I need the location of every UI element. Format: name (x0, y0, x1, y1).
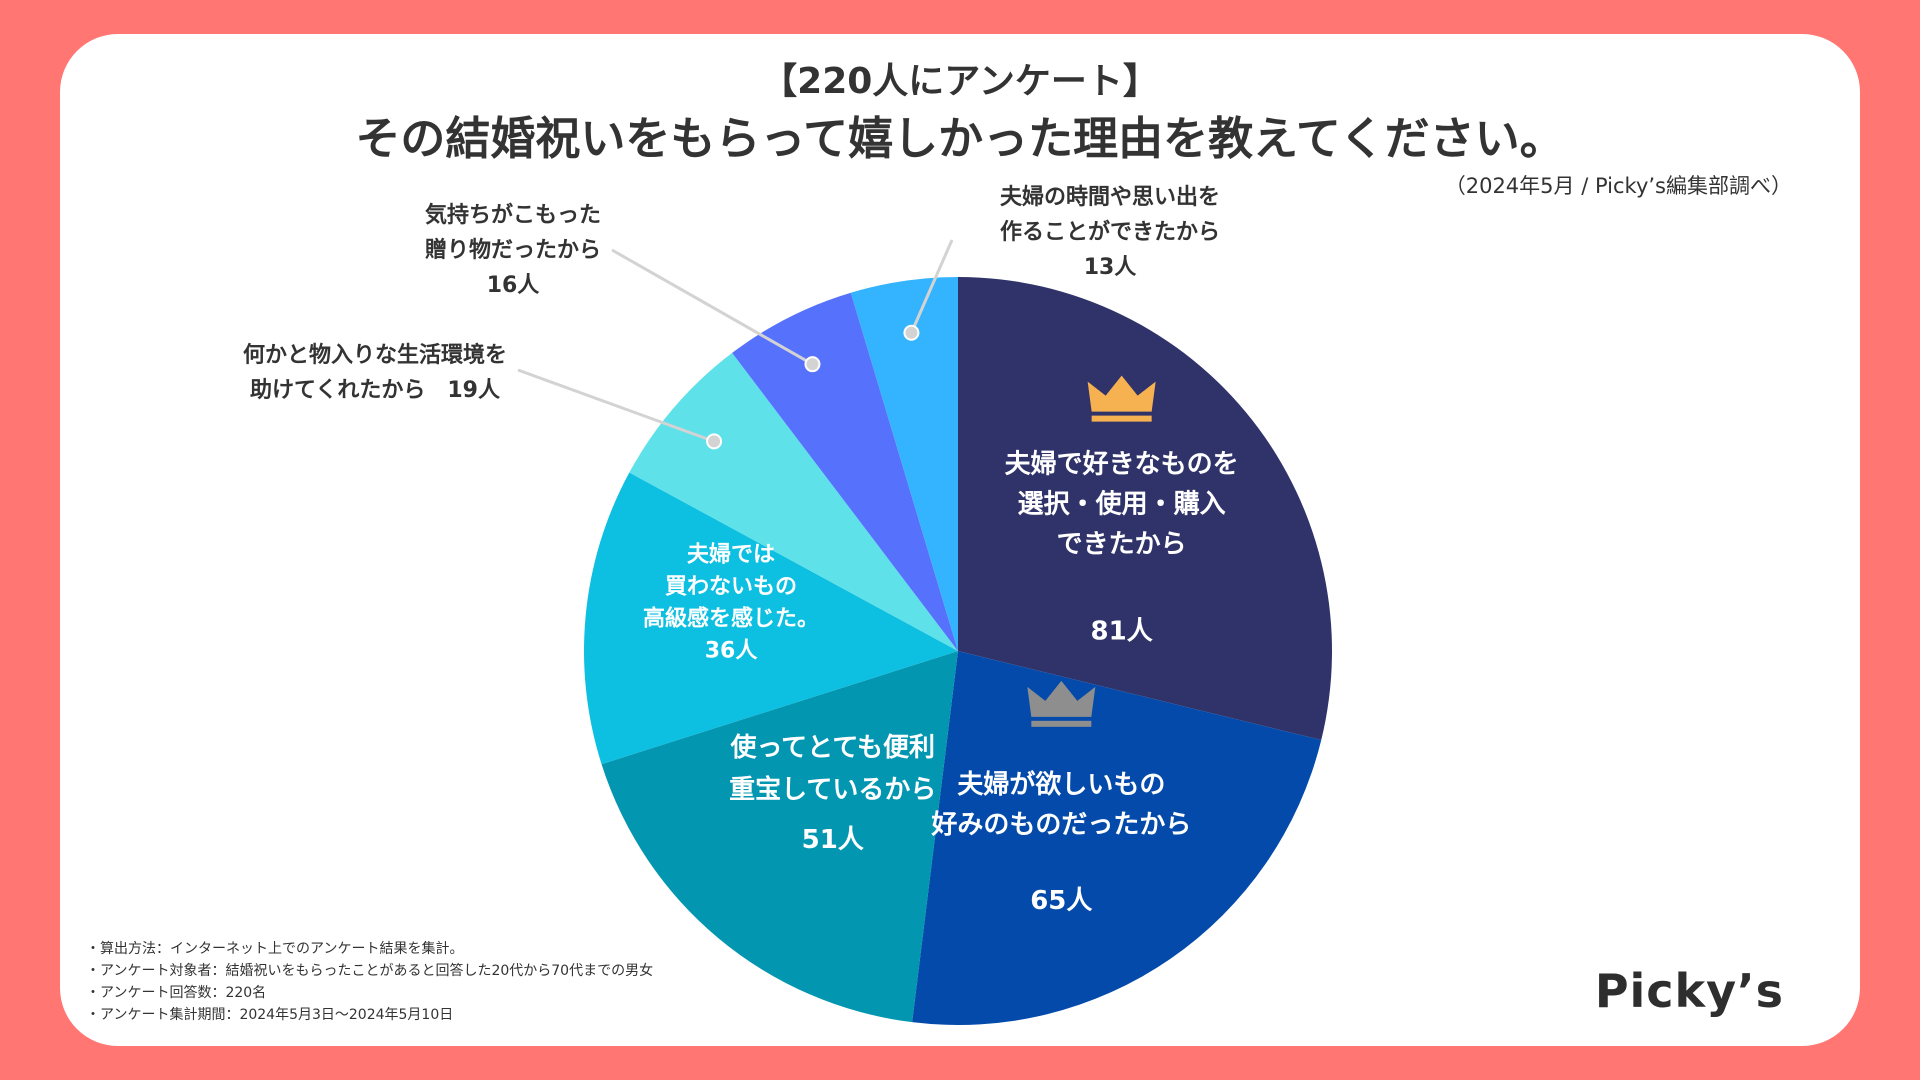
callout-slice-5-line1: 何かと物入りな生活環境を (242, 343, 507, 368)
note-target: ・アンケート対象者：結婚祝いをもらったことがあると回答した20代から70代までの… (86, 963, 654, 979)
slice-3-label-line-1: 使ってとても便利 (729, 733, 935, 763)
source-note: （2024年5月 / Picky’s編集部調べ） (1444, 174, 1792, 198)
pie-slice-2 (912, 651, 1322, 1025)
survey-notes: ・算出方法：インターネット上でのアンケート結果を集計。 ・アンケート対象者：結婚… (86, 938, 653, 1026)
note-count: ・アンケート回答数：220名 (86, 985, 267, 1001)
chart-title-line2: その結婚祝いをもらって嬉しかった理由を教えてください。 (355, 112, 1565, 165)
callout-label-slice-7: 夫婦の時間や思い出を 作ることができたから 13人 (985, 180, 1235, 285)
slice-3-label-line-2: 重宝しているから (729, 774, 936, 805)
callout-label-slice-6: 気持ちがこもった 贈り物だったから 16人 (408, 198, 618, 303)
chart-title-line1: 【220人にアンケート】 (761, 61, 1159, 102)
callout-slice-5-line2: 助けてくれたから 19人 (250, 378, 500, 403)
callout-slice-6-line2: 贈り物だったから (424, 238, 601, 263)
callout-slice-7-line3: 13人 (1083, 255, 1137, 280)
leader-line-slice-7 (910, 239, 954, 334)
pie-slice-5 (629, 352, 958, 651)
callout-slice-7-line2: 作ることができたから (999, 220, 1220, 245)
slice-1-label-line-1: 夫婦で好きなものを (1005, 450, 1239, 480)
callout-slice-6-line3: 16人 (486, 273, 540, 298)
leader-dot-slice-5 (706, 433, 723, 450)
callout-label-slice-5: 何かと物入りな生活環境を 助けてくれたから 19人 (230, 338, 520, 408)
gold-crown-icon (1087, 375, 1156, 412)
leader-line-slice-6 (611, 248, 814, 366)
slice-1-value-label: 81人 (1091, 617, 1153, 647)
brand-logo: Picky’s (1594, 964, 1784, 1018)
slice-4-label-line-2: 買わないもの (665, 574, 797, 599)
slice-2-value-label: 65人 (1030, 886, 1092, 916)
slice-2-label-line-1: 夫婦が欲しいもの (957, 769, 1165, 800)
note-period: ・アンケート集計期間：2024年5月3日〜2024年5月10日 (86, 1007, 454, 1023)
slice-3-value-label: 51人 (802, 825, 864, 855)
leader-line-slice-5 (517, 368, 715, 443)
gold-crown-icon-base (1091, 415, 1152, 422)
callout-slice-7-line1: 夫婦の時間や思い出を (999, 185, 1220, 210)
slice-1-label-line-3: できたから (1057, 530, 1187, 560)
pie-slice-4 (584, 472, 958, 765)
pie-slice-6 (732, 292, 958, 651)
pie-slice-1 (958, 277, 1332, 741)
slice-1-label-line-2: 選択・使用・購入 (1018, 490, 1226, 520)
slice-4-value-label: 36人 (705, 638, 758, 663)
pie-slice-7 (850, 277, 958, 651)
note-method: ・算出方法：インターネット上でのアンケート結果を集計。 (86, 941, 464, 957)
callout-slice-6-line1: 気持ちがこもった (424, 203, 601, 228)
pie-slice-3 (601, 651, 958, 1023)
slice-4-label-line-3: 高級感を感じた。 (643, 605, 819, 631)
slice-2-label-line-2: 好みのものだったから (930, 810, 1191, 840)
leader-dot-slice-6 (804, 356, 821, 373)
silver-crown-icon-base (1031, 720, 1092, 727)
silver-crown-icon (1027, 680, 1096, 717)
leader-dot-slice-7 (903, 324, 920, 341)
slice-4-label-line-1: 夫婦では (687, 541, 775, 567)
